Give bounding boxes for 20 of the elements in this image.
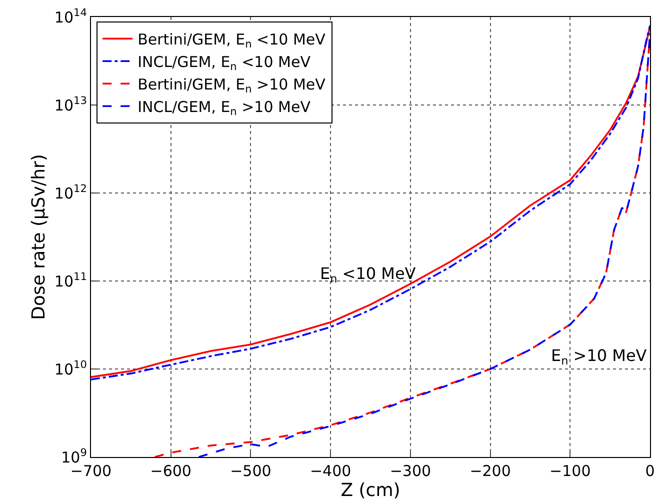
x-tick-label: 0 bbox=[645, 462, 655, 480]
legend-label: INCL/GEM, E$_{n}$ <10 MeV bbox=[138, 53, 312, 74]
y-tick-label: 10$^{13}$ bbox=[54, 94, 87, 114]
x-tick-label: −200 bbox=[470, 462, 511, 480]
y-axis-title: Dose rate (μSv/hr) bbox=[28, 154, 50, 320]
y-tick-label: 10$^{11}$ bbox=[54, 270, 87, 290]
annotation: E$_{n}$ <10 MeV bbox=[320, 264, 416, 286]
x-tick-label: −100 bbox=[550, 462, 591, 480]
y-tick-label: 10$^{12}$ bbox=[54, 182, 87, 202]
y-tick-label: 10$^{10}$ bbox=[54, 358, 87, 378]
legend-label: Bertini/GEM, E$_{n}$ <10 MeV bbox=[138, 30, 326, 51]
x-axis-title: Z (cm) bbox=[340, 480, 400, 501]
y-tick-label: 10$^{14}$ bbox=[54, 6, 88, 26]
legend-label: INCL/GEM, E$_{n}$ >10 MeV bbox=[138, 98, 312, 118]
x-tick-label: −500 bbox=[230, 462, 272, 480]
x-tick-label: −300 bbox=[390, 462, 432, 480]
legend-label: Bertini/GEM, E$_{n}$ >10 MeV bbox=[138, 76, 326, 96]
annotation: E$_{n}$ >10 MeV bbox=[551, 346, 647, 368]
x-tick-label: −400 bbox=[310, 462, 352, 480]
x-tick-label: −600 bbox=[150, 462, 192, 480]
